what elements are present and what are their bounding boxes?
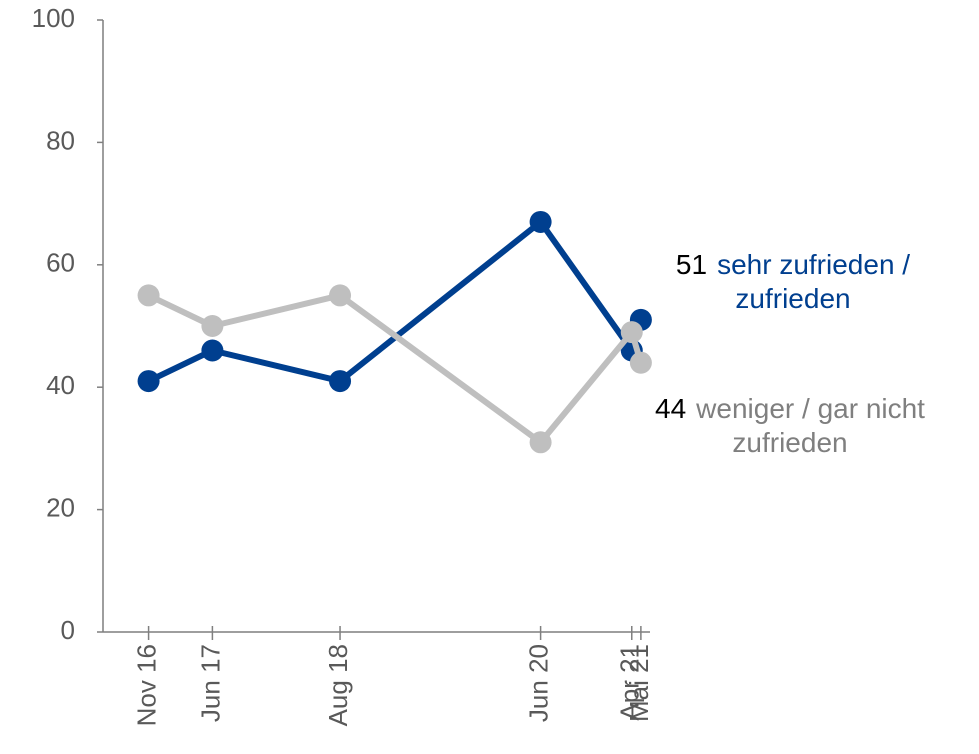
- data-point: [629, 351, 652, 374]
- x-tick-label: Apr 21: [615, 644, 645, 721]
- x-tick-label: Nov 16: [131, 644, 161, 726]
- y-tick-label: 80: [46, 125, 75, 155]
- series-line: [147, 218, 644, 385]
- data-point: [201, 315, 224, 337]
- data-point: [329, 284, 352, 307]
- data-point: [137, 370, 160, 393]
- data-point: [137, 284, 160, 307]
- data-point: [201, 339, 224, 362]
- series-name: sehr zufrieden / zufrieden: [717, 249, 911, 314]
- x-tick-label: Aug 18: [323, 644, 353, 726]
- legend-entry: 51 sehr zufrieden / zufrieden: [628, 248, 958, 316]
- x-tick-label: Mai 21: [624, 644, 654, 722]
- end-value-label: 44: [655, 393, 687, 424]
- data-point: [620, 321, 643, 344]
- series-name: weniger / gar nicht zufrieden: [696, 393, 925, 458]
- series-line: [147, 292, 644, 446]
- y-tick-label: 100: [32, 3, 75, 33]
- legend-entry: 44 weniger / gar nicht zufrieden: [650, 392, 930, 460]
- data-point: [529, 431, 552, 454]
- y-tick-label: 40: [46, 370, 75, 400]
- end-value-label: 51: [675, 249, 708, 280]
- y-tick-label: 20: [46, 492, 75, 522]
- y-tick-label: 60: [46, 248, 75, 278]
- x-tick-label: Jun 17: [195, 644, 225, 722]
- data-point: [329, 370, 352, 393]
- data-point: [529, 210, 552, 233]
- y-tick-label: 0: [61, 615, 75, 645]
- x-tick-label: Jun 20: [523, 644, 553, 722]
